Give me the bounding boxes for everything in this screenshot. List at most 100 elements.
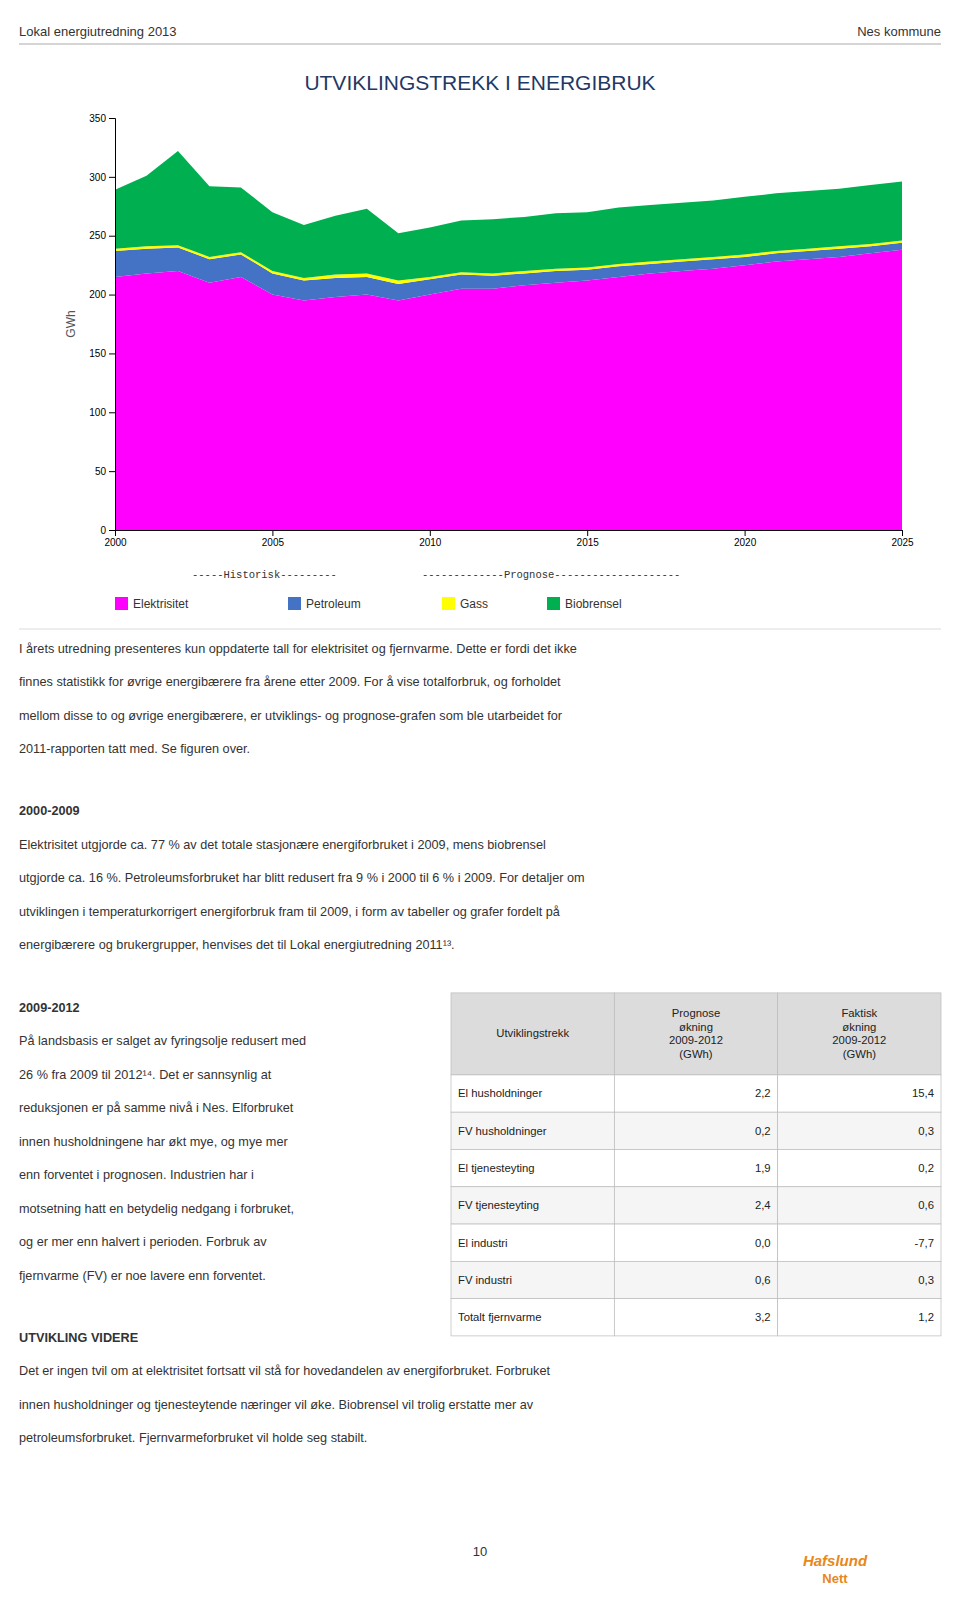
area <box>115 151 902 280</box>
table-cell-text: 0,2 <box>918 1162 934 1174</box>
x-tick: 2010 <box>419 530 442 548</box>
table-cell-text: 0,2 <box>755 1125 771 1137</box>
table-header: Utviklingstrekk <box>496 1027 569 1039</box>
x-tick: 2005 <box>262 530 285 548</box>
table-cell-text: El husholdninger <box>458 1087 542 1099</box>
table-cell <box>614 1112 777 1149</box>
table-cell-text: 2,4 <box>755 1199 771 1211</box>
paragraph-line: I årets utredning presenteres kun oppdat… <box>19 642 577 656</box>
legend: ElektrisitetPetroleumGassBiobrensel <box>115 597 622 611</box>
table-cell-text: 0,6 <box>755 1274 771 1286</box>
y-tick-label: 100 <box>89 407 106 418</box>
paragraph-line: Det er ingen tvil om at elektrisitet for… <box>19 1364 550 1378</box>
table: UtviklingstrekkPrognoseøkning2009-2012(G… <box>451 993 941 1336</box>
table-header-cell <box>614 993 777 1075</box>
y-tick: 150 <box>89 348 115 359</box>
table-cell <box>778 1224 941 1261</box>
table-cell-text: 2,2 <box>755 1087 771 1099</box>
y-axis-line <box>109 119 116 531</box>
paragraph-line: energibærere og brukergrupper, henvises … <box>19 938 455 952</box>
paragraph-line: På landsbasis er salget av fyringsolje r… <box>19 1034 306 1048</box>
annotation: -----Historisk--------- <box>192 569 337 581</box>
table-cell-text: FV industri <box>458 1274 512 1286</box>
table-cell-text: -7,7 <box>915 1237 934 1249</box>
table-cell <box>778 1075 941 1112</box>
separator <box>19 629 941 630</box>
chart-title: UTVIKLINGSTREKK I ENERGIBRUK <box>304 71 655 94</box>
paragraph-line: Elektrisitet utgjorde ca. 77 % av det to… <box>19 838 546 852</box>
table-cell-text: Totalt fjernvarme <box>458 1311 542 1323</box>
y-tick: 350 <box>89 113 115 124</box>
table-cell-text: FV husholdninger <box>458 1125 547 1137</box>
logo-text: Nett <box>822 1571 848 1586</box>
section-title: UTVIKLING VIDERE <box>19 1331 138 1345</box>
paragraph-line: innen husholdningene har økt mye, og mye… <box>19 1135 288 1149</box>
y-tick-mark <box>109 295 115 296</box>
y-tick-label: 200 <box>89 289 106 300</box>
paragraph-line: 2011-rapporten tatt med. Se figuren over… <box>19 742 250 756</box>
paragraph-line: fjernvarme (FV) er noe lavere enn forven… <box>19 1269 266 1283</box>
table-cell-text: 0,6 <box>918 1199 934 1211</box>
paragraph-line: mellom disse to og øvrige energibærere, … <box>19 709 563 723</box>
x-tick-label: 2005 <box>262 537 285 548</box>
paragraph-line: 26 % fra 2009 til 2012¹⁴. Det er sannsyn… <box>19 1068 272 1082</box>
y-tick-label: 300 <box>89 172 106 183</box>
table-cell <box>451 1075 614 1112</box>
x-tick-label: 2000 <box>104 537 127 548</box>
x-tick: 2000 <box>104 530 127 548</box>
x-axis-line <box>116 531 903 537</box>
table-header-cell <box>778 993 941 1075</box>
y-tick-label: 0 <box>100 525 106 536</box>
header-right: Nes kommune <box>857 24 941 39</box>
x-tick-label: 2020 <box>734 537 757 548</box>
y-axis-title: GWh <box>64 310 78 337</box>
x-tick-mark <box>272 530 273 536</box>
table-cell <box>778 1149 941 1186</box>
y-tick-mark <box>109 353 115 354</box>
table-cell <box>451 1261 614 1298</box>
paragraph-line: utviklingen i temperaturkorrigert energi… <box>19 905 561 919</box>
table-cell-text: 1,2 <box>918 1311 934 1323</box>
chart: 2000200520102015202020250501001502002503… <box>64 113 914 548</box>
y-tick-mark <box>109 471 115 472</box>
table-cell <box>778 1187 941 1224</box>
x-tick: 2015 <box>577 530 600 548</box>
table-cell <box>451 1149 614 1186</box>
logo-text: Hafslund <box>803 1552 868 1569</box>
legend-swatch <box>288 597 301 610</box>
x-tick: 2025 <box>891 530 914 548</box>
y-tick-mark <box>109 412 115 413</box>
paragraph-line: petroleumsforbruket. Fjernvarmeforbruket… <box>19 1431 367 1445</box>
paragraph-line: utgjorde ca. 16 %. Petroleumsforbruket h… <box>19 871 585 885</box>
paragraph-line: innen husholdninger og tjenesteytende næ… <box>19 1398 534 1412</box>
y-tick-label: 50 <box>95 466 107 477</box>
y-tick: 0 <box>100 525 115 536</box>
y-tick: 50 <box>95 466 115 477</box>
legend-swatch <box>115 597 128 610</box>
x-tick-label: 2010 <box>419 537 442 548</box>
table-cell-text: 3,2 <box>755 1311 771 1323</box>
table-cell <box>614 1187 777 1224</box>
header-left: Lokal energiutredning 2013 <box>19 24 177 39</box>
table-cell-text: 0,0 <box>755 1237 771 1249</box>
table-cell-text: 0,3 <box>918 1274 934 1286</box>
table-cell <box>451 1112 614 1149</box>
table-cell <box>451 1299 614 1336</box>
page-number: 10 <box>473 1544 487 1559</box>
table-header: Faktiskøkning2009-2012(GWh) <box>832 1007 886 1060</box>
paragraph-line: og er mer enn halvert i perioden. Forbru… <box>19 1235 267 1249</box>
table-cell <box>778 1261 941 1298</box>
y-tick-label: 350 <box>89 113 106 124</box>
paragraph-line: finnes statistikk for øvrige energibærer… <box>19 675 561 689</box>
y-tick: 200 <box>89 289 115 300</box>
x-axis: 2000 2005 2010 2015 2020 2025 <box>104 530 914 548</box>
y-tick-mark <box>109 177 115 178</box>
table-cell <box>451 1187 614 1224</box>
table-cell <box>451 1224 614 1261</box>
y-tick-mark <box>109 530 115 531</box>
plot-marks <box>115 151 902 530</box>
section-title: 2009-2012 <box>19 1001 80 1015</box>
x-tick-mark <box>430 530 431 536</box>
section-title: 2000-2009 <box>19 804 80 818</box>
y-tick-mark <box>109 236 115 237</box>
